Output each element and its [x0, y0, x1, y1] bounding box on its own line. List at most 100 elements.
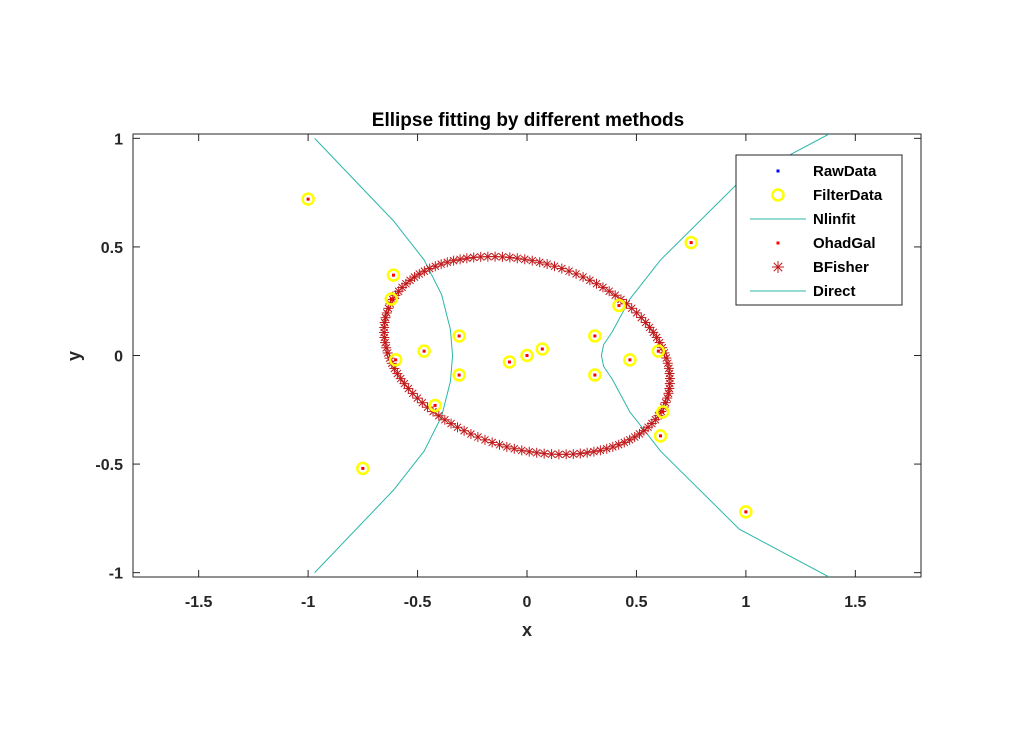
- ellipse-point: [516, 445, 527, 456]
- ellipse-point: [461, 253, 472, 264]
- ellipse-point: [501, 441, 512, 452]
- ellipse-point: [542, 259, 553, 270]
- legend-label: FilterData: [813, 187, 883, 204]
- ellipse-point: [379, 332, 390, 343]
- ellipse-point: [448, 255, 459, 266]
- y-tick-label: -0.5: [95, 457, 123, 474]
- filter-data-point: [655, 405, 670, 419]
- ellipse-point: [433, 410, 444, 421]
- data-point: [306, 197, 310, 201]
- ellipse-point: [392, 368, 403, 379]
- data-point: [593, 373, 597, 377]
- ellipse-point: [494, 439, 505, 450]
- y-tick-label: 0.5: [101, 240, 123, 257]
- ellipse-point: [487, 437, 498, 448]
- ellipse-point: [575, 448, 586, 459]
- legend-label: Nlinfit: [813, 211, 856, 228]
- filter-data-point: [388, 353, 403, 367]
- ellipse-point: [539, 448, 550, 459]
- ellipse-point: [395, 373, 406, 384]
- data-point: [391, 273, 395, 277]
- ellipse-point: [571, 268, 582, 279]
- legend: RawData FilterData Nlinfit OhadGal BFisher Di…: [735, 154, 903, 306]
- data-point: [661, 410, 665, 414]
- hyperbola-branch-left: [314, 137, 454, 574]
- y-tick-label: -1: [109, 566, 123, 583]
- y-tick-label: 0: [114, 349, 123, 366]
- filter-data-point: [684, 235, 698, 250]
- data-point: [361, 466, 365, 470]
- ellipse-point: [582, 447, 593, 458]
- ellipse-point: [534, 257, 545, 268]
- ellipse-point: [424, 263, 435, 274]
- ellipse-point: [527, 255, 538, 266]
- data-point: [433, 403, 437, 407]
- filter-data-point: [502, 355, 517, 369]
- ellipse-point: [472, 432, 483, 443]
- ellipse-point: [553, 449, 564, 460]
- filter-data-point: [452, 368, 466, 382]
- ellipse-point: [399, 378, 410, 389]
- data-point: [659, 434, 663, 438]
- ellipse-point: [648, 327, 659, 338]
- x-tick-label: 1: [741, 594, 750, 611]
- ellipse-point: [414, 269, 425, 280]
- ellipse-point: [651, 332, 662, 343]
- ellipse-point: [650, 414, 661, 425]
- legend-label: Direct: [813, 283, 856, 300]
- ellipse-point: [556, 263, 567, 274]
- ellipse-point: [664, 368, 675, 379]
- filter-data-point: [417, 344, 431, 358]
- filter-data-point: [612, 298, 626, 313]
- legend-label: OhadGal: [813, 235, 876, 252]
- ellipse-point: [419, 266, 430, 277]
- plot-area: -1.5 -1 -0.5 0 0.5 1 1.5 -1 -0.5 0 0.5 1: [95, 131, 922, 611]
- ellipse-point: [604, 286, 615, 297]
- legend-marker: [772, 261, 784, 273]
- filter-data-point: [301, 192, 315, 206]
- ellipse-point: [490, 251, 501, 262]
- x-tick-label: 0.5: [625, 594, 647, 611]
- ellipse-point: [524, 446, 535, 457]
- ellipse-point: [475, 251, 486, 262]
- ellipse-point: [417, 397, 428, 408]
- ellipse-point: [519, 254, 530, 265]
- data-point: [689, 241, 693, 245]
- filter-data-point: [452, 329, 466, 343]
- legend-box: [735, 154, 903, 306]
- data-point: [394, 358, 398, 362]
- y-axis-label: y: [64, 351, 84, 361]
- hyperbola-branch-right: [600, 134, 830, 577]
- filter-data-point: [535, 342, 550, 356]
- x-tick-label: -0.5: [404, 594, 432, 611]
- ellipse-point: [624, 434, 635, 445]
- ellipse-point: [588, 446, 599, 457]
- filter-data-point: [588, 329, 602, 343]
- ellipse-point: [512, 253, 523, 264]
- filter-data-point: [384, 292, 399, 306]
- filter-data-point: [588, 368, 602, 382]
- ellipse-point: [509, 443, 520, 454]
- ellipse-point: [439, 414, 450, 425]
- ellipse-point: [468, 252, 479, 263]
- filter-data-point: [623, 353, 637, 367]
- data-point: [389, 297, 393, 301]
- x-tick-label: 1.5: [844, 594, 866, 611]
- filter-data-point: [520, 348, 534, 363]
- x-tick-label: -1: [301, 594, 315, 611]
- ellipse-point: [455, 254, 466, 265]
- legend-label: RawData: [813, 163, 877, 180]
- chart-title: Ellipse fitting by different methods: [372, 110, 684, 131]
- legend-marker: [771, 188, 785, 202]
- filter-data-point: [428, 398, 442, 413]
- filter-data-point: [739, 505, 753, 519]
- ellipse-point: [479, 434, 490, 445]
- data-point: [593, 334, 597, 338]
- data-point: [525, 354, 529, 357]
- ellipse-point: [442, 257, 453, 268]
- data-point: [540, 347, 544, 351]
- data-point: [744, 510, 748, 514]
- ellipse-point: [629, 431, 640, 442]
- ellipse-point: [610, 290, 621, 301]
